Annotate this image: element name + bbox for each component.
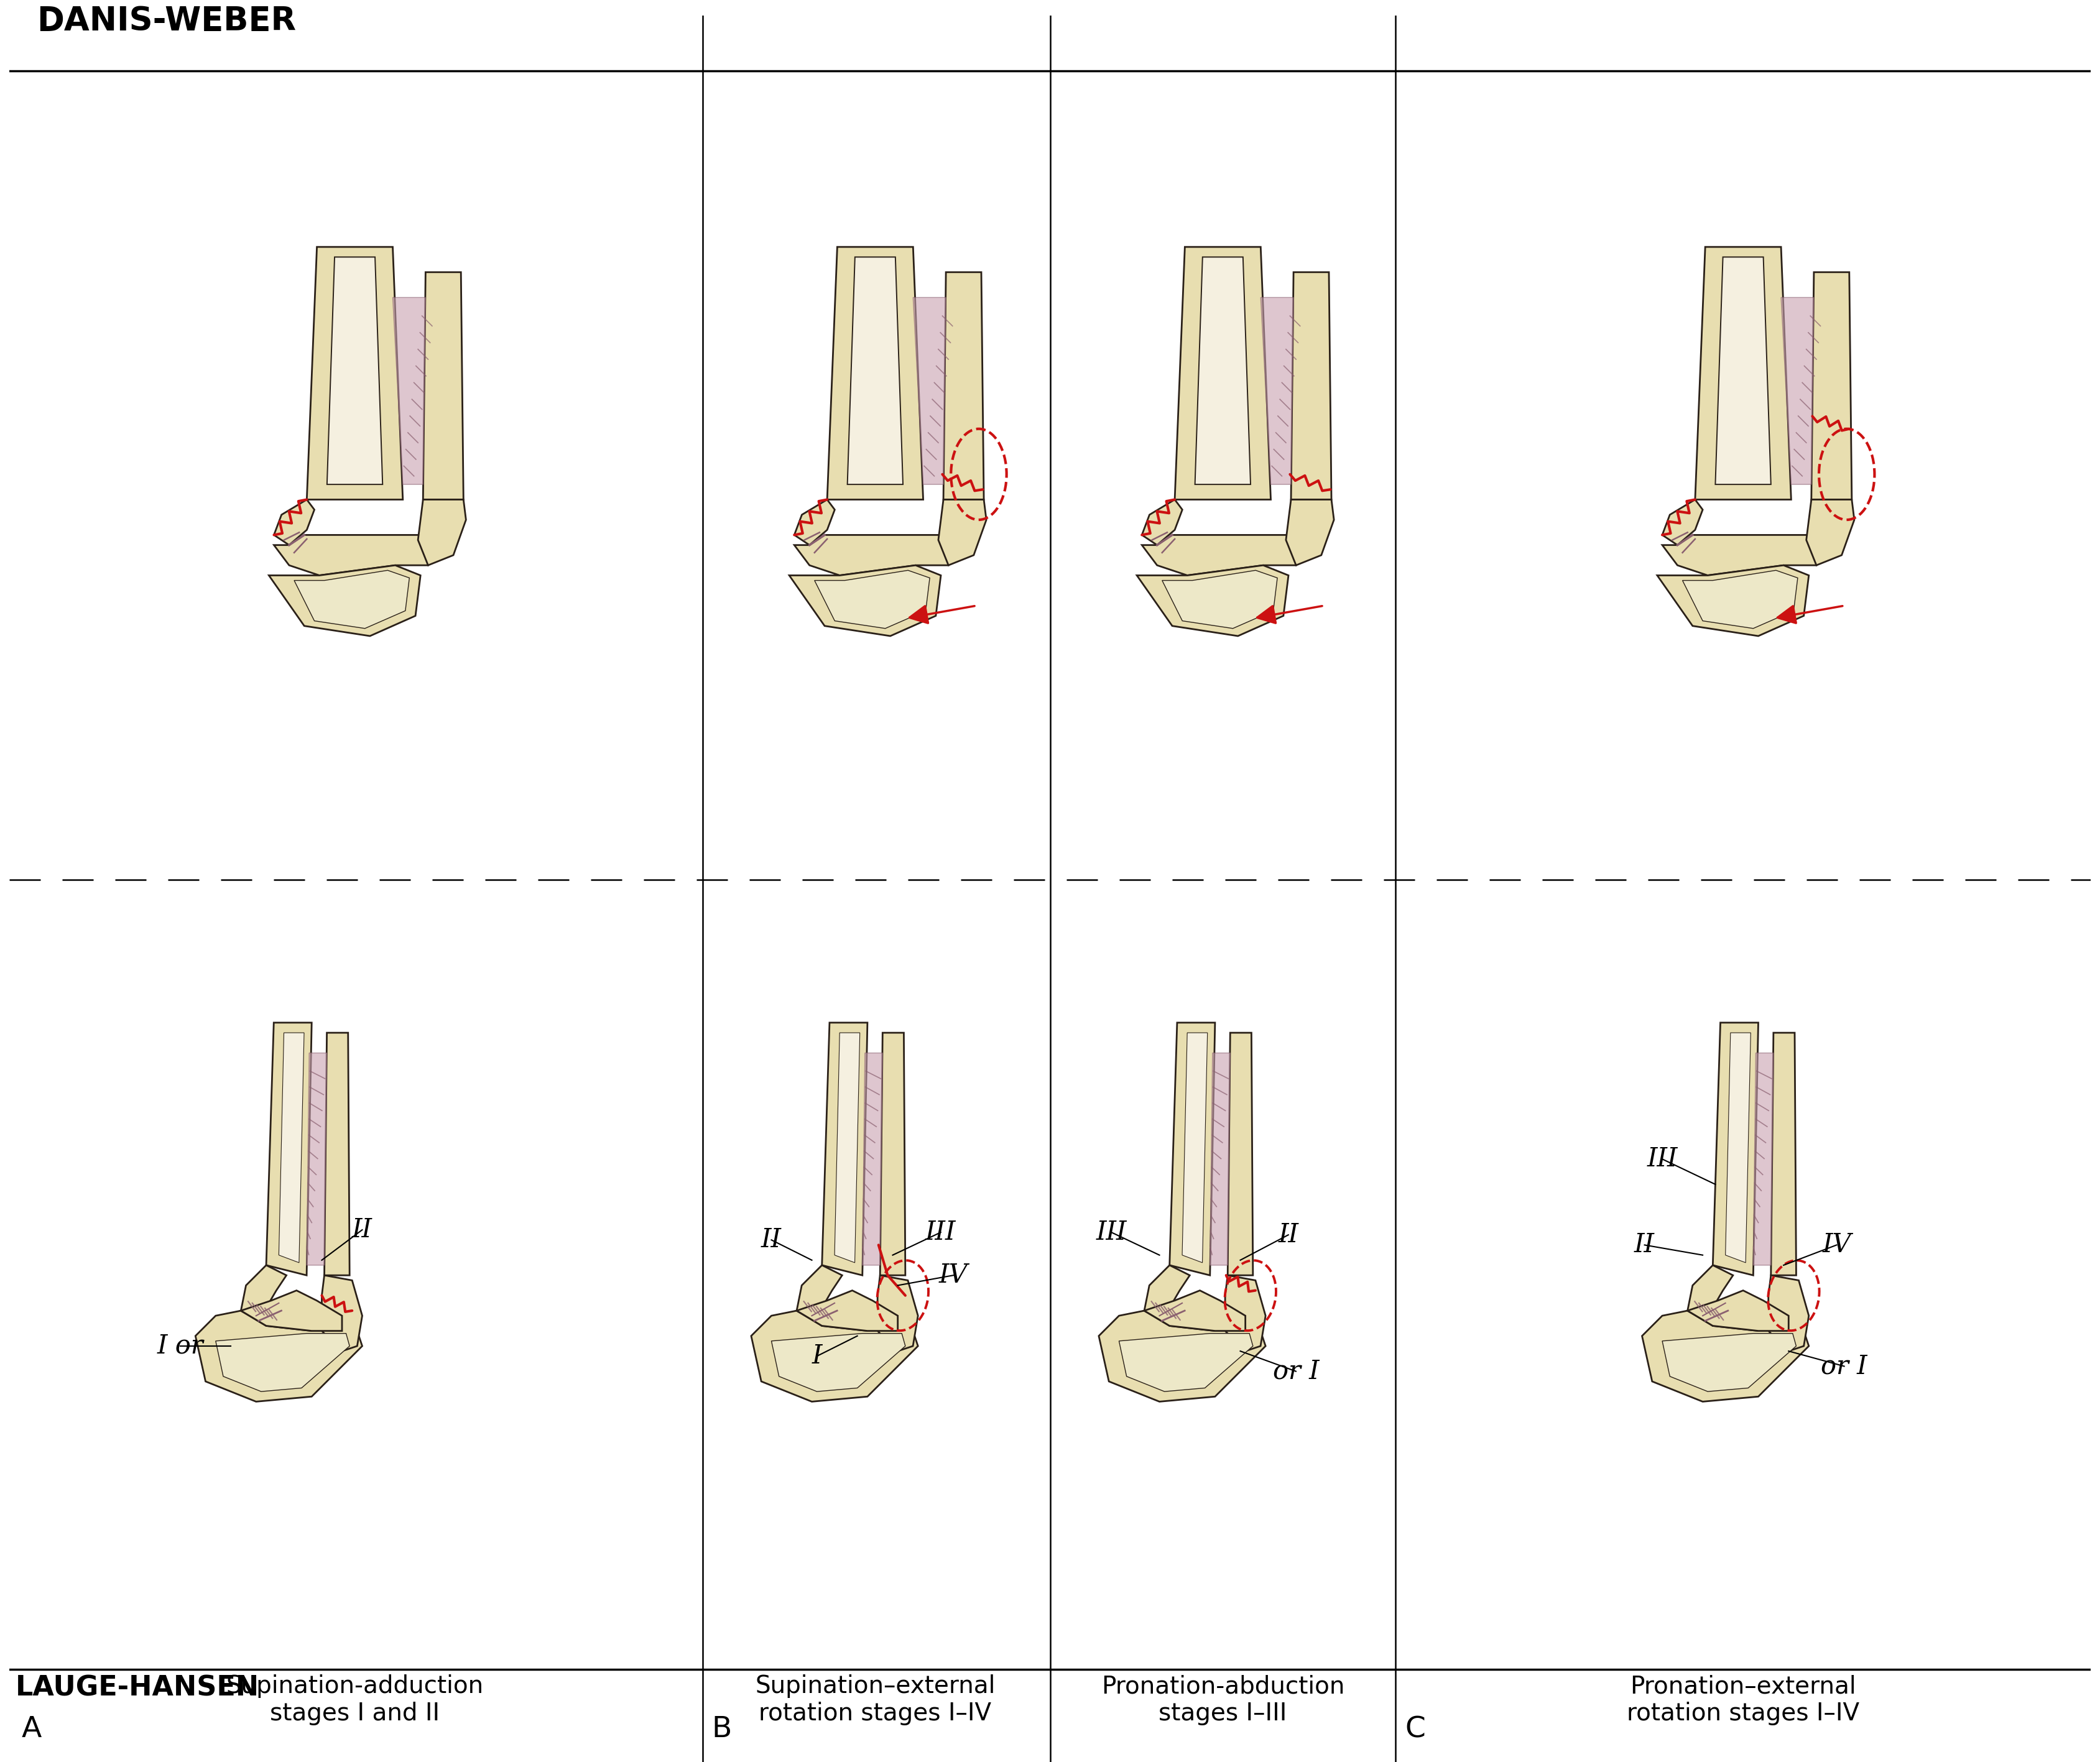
Text: II: II — [760, 1226, 781, 1253]
Polygon shape — [1292, 271, 1331, 500]
Polygon shape — [771, 1334, 905, 1392]
Polygon shape — [1716, 257, 1770, 485]
Polygon shape — [796, 1265, 842, 1322]
Polygon shape — [848, 257, 903, 485]
Text: Supination-adduction
stages I and II: Supination-adduction stages I and II — [227, 1674, 483, 1725]
Polygon shape — [1260, 298, 1294, 485]
Polygon shape — [863, 1054, 882, 1265]
Polygon shape — [1663, 536, 1817, 576]
Polygon shape — [1224, 1276, 1266, 1351]
Polygon shape — [1812, 271, 1852, 500]
Polygon shape — [1182, 1033, 1208, 1263]
Text: I or: I or — [158, 1334, 204, 1359]
Text: DANIS-WEBER: DANIS-WEBER — [38, 5, 296, 37]
Polygon shape — [1195, 257, 1252, 485]
Polygon shape — [1228, 1033, 1254, 1276]
Polygon shape — [1726, 1033, 1751, 1263]
Polygon shape — [752, 1311, 918, 1401]
Polygon shape — [269, 566, 420, 636]
Polygon shape — [1136, 566, 1289, 636]
Polygon shape — [914, 298, 945, 485]
Polygon shape — [1714, 1022, 1758, 1276]
Polygon shape — [1145, 1265, 1191, 1322]
Polygon shape — [323, 1033, 349, 1276]
Text: III: III — [1096, 1219, 1128, 1246]
Polygon shape — [939, 500, 987, 566]
Polygon shape — [1695, 247, 1791, 500]
Polygon shape — [1688, 1290, 1789, 1330]
Polygon shape — [1285, 500, 1334, 566]
Polygon shape — [216, 1334, 349, 1392]
Text: II: II — [1634, 1232, 1655, 1258]
Polygon shape — [1688, 1265, 1732, 1322]
Polygon shape — [242, 1290, 342, 1330]
Polygon shape — [1806, 500, 1854, 566]
Polygon shape — [796, 1290, 899, 1330]
Polygon shape — [273, 500, 315, 544]
Polygon shape — [794, 536, 949, 576]
Polygon shape — [1768, 1276, 1808, 1351]
Polygon shape — [1657, 566, 1808, 636]
Polygon shape — [393, 298, 426, 485]
Polygon shape — [1174, 247, 1270, 500]
Polygon shape — [1170, 1022, 1216, 1276]
Polygon shape — [1770, 1033, 1795, 1276]
Polygon shape — [1682, 571, 1798, 629]
Polygon shape — [279, 1033, 304, 1263]
Polygon shape — [195, 1311, 361, 1401]
Polygon shape — [878, 1276, 918, 1351]
Polygon shape — [1142, 500, 1182, 544]
Text: IV: IV — [1823, 1232, 1850, 1258]
Polygon shape — [418, 500, 466, 566]
Text: III: III — [1646, 1145, 1678, 1172]
Polygon shape — [1663, 500, 1703, 544]
Text: Pronation–external
rotation stages I–IV: Pronation–external rotation stages I–IV — [1628, 1674, 1859, 1725]
Text: C: C — [1405, 1716, 1426, 1744]
Polygon shape — [328, 257, 382, 485]
Polygon shape — [790, 566, 941, 636]
Text: or I: or I — [1821, 1353, 1867, 1380]
Polygon shape — [242, 1265, 286, 1322]
Polygon shape — [321, 1276, 361, 1351]
Polygon shape — [1754, 1054, 1772, 1265]
Polygon shape — [815, 571, 930, 629]
Polygon shape — [1781, 298, 1814, 485]
Text: or I: or I — [1273, 1359, 1319, 1385]
Polygon shape — [1098, 1311, 1266, 1401]
Polygon shape — [422, 271, 464, 500]
Polygon shape — [1210, 1054, 1231, 1265]
Polygon shape — [1119, 1334, 1254, 1392]
Text: A: A — [21, 1716, 42, 1744]
Polygon shape — [794, 500, 834, 544]
Text: Supination–external
rotation stages I–IV: Supination–external rotation stages I–IV — [756, 1674, 995, 1725]
Polygon shape — [943, 271, 983, 500]
Polygon shape — [307, 1054, 328, 1265]
Polygon shape — [880, 1033, 905, 1276]
Text: LAUGE-HANSEN: LAUGE-HANSEN — [15, 1674, 258, 1702]
Polygon shape — [834, 1033, 859, 1263]
Polygon shape — [294, 571, 410, 629]
Text: II: II — [1279, 1221, 1298, 1247]
Polygon shape — [1145, 1290, 1245, 1330]
Polygon shape — [273, 536, 428, 576]
Polygon shape — [1161, 571, 1277, 629]
Text: I: I — [813, 1343, 821, 1369]
Polygon shape — [307, 247, 403, 500]
Polygon shape — [267, 1022, 311, 1276]
Text: IV: IV — [939, 1262, 968, 1288]
Polygon shape — [827, 247, 924, 500]
Polygon shape — [1642, 1311, 1808, 1401]
Text: Pronation-abduction
stages I–III: Pronation-abduction stages I–III — [1100, 1674, 1344, 1725]
Text: II: II — [353, 1218, 372, 1242]
Polygon shape — [821, 1022, 867, 1276]
Text: III: III — [926, 1219, 956, 1246]
Polygon shape — [1663, 1334, 1796, 1392]
Text: B: B — [712, 1716, 731, 1744]
Polygon shape — [1142, 536, 1296, 576]
